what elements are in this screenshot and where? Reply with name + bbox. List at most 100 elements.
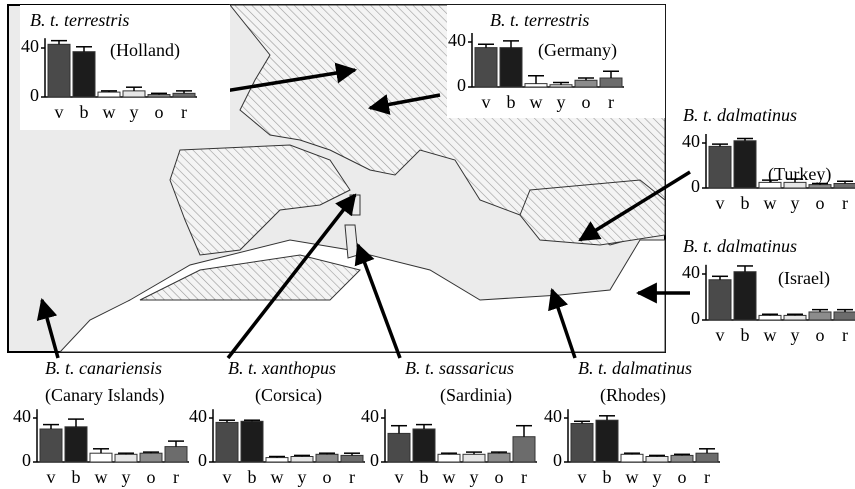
bar xyxy=(290,456,314,463)
bar xyxy=(574,79,598,88)
y-tick-label: 0 xyxy=(30,85,39,105)
bar xyxy=(570,423,594,463)
y-tick-label: 0 xyxy=(691,176,700,196)
bar xyxy=(833,311,855,321)
x-tick-label: y xyxy=(653,467,662,487)
x-tick-label: w xyxy=(443,467,456,487)
x-tick-label: o xyxy=(816,193,825,213)
bar xyxy=(340,454,364,463)
bar xyxy=(122,90,146,98)
bar xyxy=(708,279,732,321)
x-tick-label: r xyxy=(842,193,848,213)
bar xyxy=(462,453,486,463)
x-tick-label: r xyxy=(704,467,710,487)
bar xyxy=(645,456,669,463)
x-tick-label: y xyxy=(130,102,139,122)
x-tick-label: o xyxy=(155,102,164,122)
y-tick-label: 40 xyxy=(361,406,379,426)
x-tick-label: b xyxy=(603,467,612,487)
y-tick-label: 40 xyxy=(682,131,700,151)
x-tick-label: r xyxy=(608,92,614,112)
x-tick-label: o xyxy=(582,92,591,112)
chart-title: B. t. xanthopus xyxy=(228,358,336,378)
x-tick-label: w xyxy=(764,325,777,345)
x-tick-label: b xyxy=(80,102,89,122)
x-tick-label: b xyxy=(248,467,257,487)
x-tick-label: r xyxy=(521,467,527,487)
bar xyxy=(114,453,138,463)
chart-title: B. t. canariensis xyxy=(45,358,162,378)
x-tick-label: y xyxy=(470,467,479,487)
x-tick-label: w xyxy=(103,102,116,122)
chart-subtitle: (Canary Islands) xyxy=(45,385,164,406)
bar xyxy=(89,452,113,463)
chart-subtitle: (Rhodes) xyxy=(600,385,666,406)
x-tick-label: w xyxy=(271,467,284,487)
bar xyxy=(147,94,171,98)
bar xyxy=(487,452,511,463)
bar xyxy=(172,92,196,98)
chart-subtitle: (Israel) xyxy=(778,268,830,289)
x-tick-label: b xyxy=(72,467,81,487)
x-tick-label: v xyxy=(578,467,587,487)
chart-title: B. t. dalmatinus xyxy=(683,105,797,125)
chart-subtitle: (Holland) xyxy=(110,40,180,61)
chart-title: B. t. dalmatinus xyxy=(683,236,797,256)
bar xyxy=(599,77,623,88)
bar xyxy=(783,181,807,189)
x-tick-label: y xyxy=(791,325,800,345)
y-tick-label: 40 xyxy=(682,262,700,282)
y-tick-label: 40 xyxy=(13,406,31,426)
y-tick-label: 40 xyxy=(544,406,562,426)
chart-subtitle: (Turkey) xyxy=(768,164,831,185)
y-tick-label: 0 xyxy=(691,308,700,328)
x-tick-label: w xyxy=(626,467,639,487)
bar xyxy=(733,271,757,321)
bar xyxy=(670,454,694,463)
x-tick-label: r xyxy=(181,102,187,122)
bar xyxy=(240,420,264,463)
bar xyxy=(758,181,782,189)
chart-title: B. t. sassaricus xyxy=(405,358,514,378)
bar xyxy=(549,84,573,88)
y-tick-label: 40 xyxy=(189,406,207,426)
y-tick-label: 40 xyxy=(448,30,466,50)
bar xyxy=(808,311,832,321)
y-tick-label: 0 xyxy=(553,450,562,470)
y-tick-label: 0 xyxy=(370,450,379,470)
x-tick-label: w xyxy=(764,193,777,213)
x-tick-label: w xyxy=(530,92,543,112)
bar xyxy=(265,457,289,463)
y-tick-label: 40 xyxy=(21,36,39,56)
bar xyxy=(139,452,163,463)
x-tick-label: v xyxy=(223,467,232,487)
x-tick-label: v xyxy=(482,92,491,112)
chart-title: B. t. terrestris xyxy=(490,10,589,30)
x-tick-label: b xyxy=(741,325,750,345)
bar xyxy=(512,436,536,463)
x-tick-label: v xyxy=(716,193,725,213)
x-tick-label: r xyxy=(349,467,355,487)
x-tick-label: b xyxy=(507,92,516,112)
bar xyxy=(524,83,548,88)
bar xyxy=(620,453,644,463)
x-tick-label: v xyxy=(395,467,404,487)
chart-subtitle: (Corsica) xyxy=(255,385,322,406)
bar xyxy=(499,47,523,88)
chart-title: B. t. dalmatinus xyxy=(578,358,692,378)
bar xyxy=(64,426,88,463)
bar xyxy=(474,47,498,88)
bar xyxy=(164,446,188,463)
bar xyxy=(47,43,71,98)
x-tick-label: y xyxy=(791,193,800,213)
bar xyxy=(595,419,619,463)
chart-subtitle: (Germany) xyxy=(538,40,617,61)
bar xyxy=(808,184,832,189)
x-tick-label: y xyxy=(298,467,307,487)
x-tick-label: y xyxy=(122,467,131,487)
x-tick-label: v xyxy=(55,102,64,122)
chart-title: B. t. terrestris xyxy=(30,10,129,30)
bar xyxy=(708,145,732,189)
bar xyxy=(215,421,239,463)
